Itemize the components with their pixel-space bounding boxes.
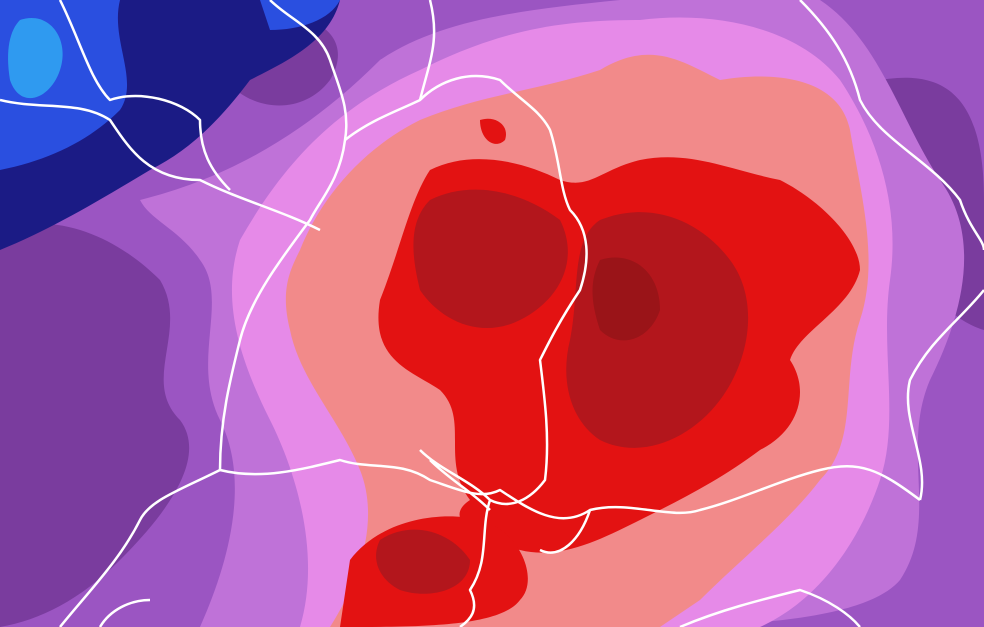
red-zone [480, 118, 506, 144]
border-line [58, 0, 231, 191]
border-line [418, 0, 436, 101]
border-line [218, 0, 348, 471]
border-line [0, 98, 321, 232]
border-line [219, 458, 921, 520]
border-line [344, 74, 588, 506]
border-line [419, 449, 491, 511]
border-line [799, 0, 984, 251]
border-line [459, 499, 492, 627]
dark-red-zone [376, 529, 470, 594]
border-line [906, 289, 984, 501]
border-line [679, 588, 861, 627]
border-line [98, 598, 151, 627]
deep-red-zone [592, 257, 660, 341]
dark-red-zone [413, 189, 568, 329]
dark-purple-zone [0, 223, 190, 627]
light-blue-zone [8, 18, 63, 99]
border-line [59, 468, 221, 627]
border-line [539, 509, 592, 554]
